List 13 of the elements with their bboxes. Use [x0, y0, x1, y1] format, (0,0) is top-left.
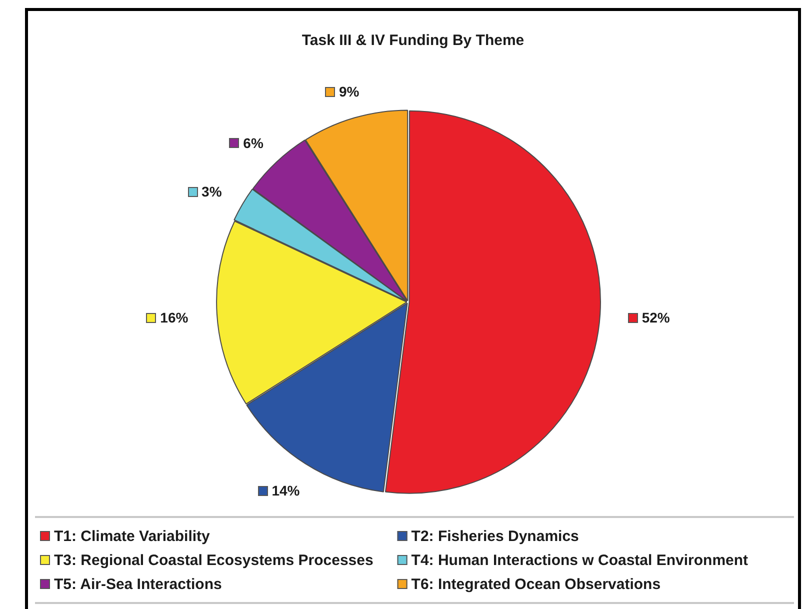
data-label: 3% — [202, 183, 222, 200]
data-label: 14% — [272, 482, 300, 498]
legend-label: T6: Integrated Ocean Observations — [411, 576, 661, 594]
data-label: 6% — [243, 134, 264, 151]
data-label: 16% — [160, 310, 189, 326]
legend-label: T5: Air-Sea Interactions — [54, 576, 222, 594]
legend-label: T2: Fisheries Dynamics — [411, 528, 579, 546]
data-label: 9% — [338, 84, 360, 100]
data-label: 52% — [642, 310, 670, 326]
chart-title: Task III & IV Funding By Theme — [302, 32, 524, 50]
legend-label: T1: Climate Variability — [54, 528, 211, 546]
legend-label: T3: Regional Coastal Ecosystems Processes — [54, 552, 374, 570]
legend-label: T4: Human Interactions w Coastal Environment — [411, 552, 748, 570]
